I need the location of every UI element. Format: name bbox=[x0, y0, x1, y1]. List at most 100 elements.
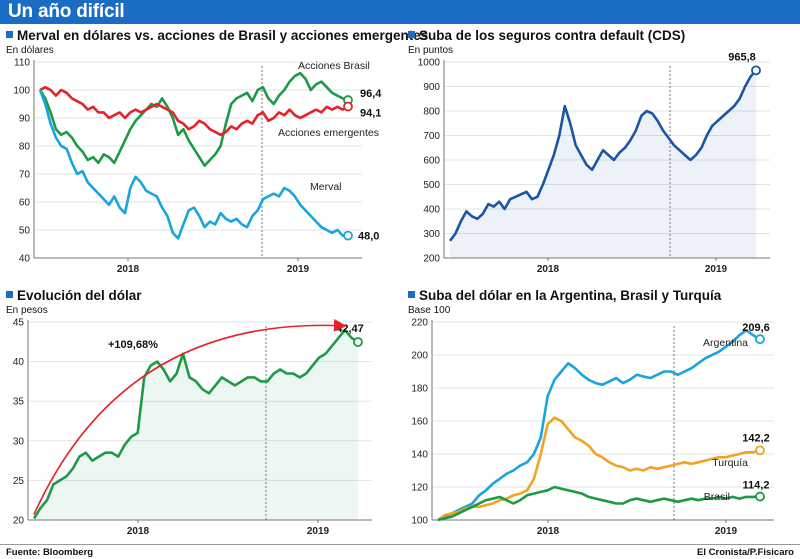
series-line-dolar bbox=[32, 328, 359, 520]
x-tick-label: 2018 bbox=[127, 526, 150, 537]
panel-title: Merval en dólares vs. acciones de Brasil… bbox=[6, 28, 428, 43]
growth-arrow bbox=[33, 319, 347, 515]
end-value-label: 42,47 bbox=[336, 323, 364, 335]
y-tick-label: 500 bbox=[423, 180, 440, 191]
end-point-dolar bbox=[353, 337, 363, 347]
panel-title-text: Evolución del dólar bbox=[17, 288, 142, 303]
y-tick-label: 110 bbox=[14, 58, 30, 69]
y-tick-label: 90 bbox=[19, 114, 31, 125]
series-area-cds bbox=[450, 70, 756, 259]
panel-unit: En dólares bbox=[6, 45, 54, 56]
y-tick-label: 45 bbox=[13, 318, 25, 329]
panel-unit: En puntos bbox=[408, 45, 454, 56]
annotation-label: +109,68% bbox=[108, 339, 158, 351]
y-tick-label: 35 bbox=[13, 397, 25, 408]
panel-merval: Merval en dólares vs. acciones de Brasil… bbox=[6, 28, 428, 280]
series-label: Acciones emergentes bbox=[278, 127, 379, 139]
y-tick-label: 900 bbox=[423, 82, 440, 93]
series-line-merval bbox=[38, 89, 348, 240]
series-label: Argentina bbox=[703, 337, 748, 349]
header-banner: Un año difícil bbox=[0, 0, 800, 24]
panel-title: Suba de los seguros contra default (CDS) bbox=[408, 28, 685, 43]
y-tick-label: 200 bbox=[411, 351, 428, 362]
y-tick-label: 70 bbox=[19, 170, 31, 181]
y-tick-label: 180 bbox=[411, 384, 428, 395]
end-point-acciones-emergentes bbox=[343, 101, 353, 112]
series-label: Turquía bbox=[712, 457, 748, 469]
series-line-brasil bbox=[437, 485, 761, 522]
panel-dolar: Evolución del dólar En pesos 20 25 30 35 40 4… bbox=[6, 288, 396, 540]
series-label: Merval bbox=[310, 181, 342, 193]
y-tick-label: 800 bbox=[423, 107, 440, 118]
x-tick-label: 2018 bbox=[537, 264, 560, 275]
y-tick-label: 20 bbox=[13, 516, 25, 527]
panel-dolar-paises: Suba del dólar en la Argentina, Brasil y… bbox=[408, 288, 798, 540]
y-tick-label: 1000 bbox=[418, 58, 441, 69]
square-bullet-icon bbox=[6, 31, 13, 38]
square-bullet-icon bbox=[408, 291, 415, 298]
y-tick-label: 100 bbox=[411, 516, 428, 527]
y-tick-label: 25 bbox=[13, 476, 25, 487]
panel-unit: En pesos bbox=[6, 305, 48, 316]
y-tick-label: 200 bbox=[423, 254, 440, 265]
end-point-brasil bbox=[755, 491, 765, 502]
page-title: Un año difícil bbox=[8, 1, 125, 22]
end-value-label: 965,8 bbox=[728, 51, 756, 63]
y-tick-label: 40 bbox=[19, 254, 31, 265]
panel-title-text: Suba del dólar en la Argentina, Brasil y… bbox=[419, 288, 722, 303]
y-tick-label: 30 bbox=[13, 436, 25, 447]
chart-svg: 100 120 140 160 180 200 220 2018 2019 209,6 Argent… bbox=[411, 318, 774, 537]
y-tick-label: 120 bbox=[411, 483, 428, 494]
x-tick-label: 2019 bbox=[287, 264, 310, 275]
y-tick-label: 600 bbox=[423, 156, 440, 167]
panel-title: Suba del dólar en la Argentina, Brasil y… bbox=[408, 288, 721, 303]
series-line-argentina bbox=[437, 329, 761, 522]
y-tick-label: 50 bbox=[19, 226, 31, 237]
chart-svg: 20 25 30 35 40 45 2018 2019 42,47 +109,68% bbox=[13, 318, 372, 537]
end-point-merval bbox=[343, 230, 353, 241]
series-label: Acciones Brasil bbox=[298, 60, 370, 72]
panel-title-text: Suba de los seguros contra default (CDS) bbox=[419, 28, 686, 43]
series-line-acciones-brasil bbox=[38, 71, 349, 167]
y-tick-label: 220 bbox=[411, 318, 428, 329]
end-value-label: 114,2 bbox=[743, 480, 770, 492]
y-tick-label: 140 bbox=[411, 450, 428, 461]
series-label: Brasil bbox=[704, 491, 730, 503]
y-tick-label: 100 bbox=[13, 86, 30, 97]
series-line-acciones-emergentes bbox=[39, 85, 349, 137]
square-bullet-icon bbox=[408, 31, 415, 38]
series-area-dolar bbox=[34, 329, 358, 520]
y-tick-label: 160 bbox=[411, 417, 428, 428]
panel-cds: Suba de los seguros contra default (CDS)… bbox=[408, 28, 798, 280]
end-point-argentina bbox=[755, 334, 765, 345]
source-note: Fuente: Bloomberg bbox=[6, 547, 94, 558]
end-value-label: 96,4 bbox=[360, 88, 382, 100]
panel-title-text: Merval en dólares vs. acciones de Brasil… bbox=[17, 28, 429, 43]
chart-svg: 200 300 400 500 600 700 800 900 1000 2018 2019 965,… bbox=[418, 51, 770, 275]
end-value-label: 94,1 bbox=[360, 108, 381, 120]
footer: Fuente: Bloomberg El Cronista/P.Fisicaro bbox=[0, 544, 800, 559]
y-tick-label: 400 bbox=[423, 205, 440, 216]
square-bullet-icon bbox=[6, 291, 13, 298]
end-value-label: 142,2 bbox=[742, 432, 770, 444]
chart-svg: 40 50 60 70 80 90 100 110 2018 2019 96,4 Acciones B… bbox=[13, 58, 382, 276]
end-value-label: 48,0 bbox=[358, 231, 379, 243]
series-line-turquia bbox=[437, 416, 761, 522]
y-tick-label: 700 bbox=[423, 131, 440, 142]
end-point-cds bbox=[751, 65, 761, 76]
panel-title: Evolución del dólar bbox=[6, 288, 142, 303]
y-tick-label: 80 bbox=[19, 142, 31, 153]
x-tick-label: 2019 bbox=[705, 264, 728, 275]
panel-unit: Base 100 bbox=[408, 305, 451, 316]
x-tick-label: 2018 bbox=[117, 264, 140, 275]
x-tick-label: 2019 bbox=[307, 526, 330, 537]
x-tick-label: 2018 bbox=[537, 526, 560, 537]
y-tick-label: 60 bbox=[19, 198, 31, 209]
end-value-label: 209,6 bbox=[742, 322, 770, 334]
series-line-cds bbox=[448, 69, 757, 242]
credit-note: El Cronista/P.Fisicaro bbox=[697, 547, 794, 558]
y-tick-label: 300 bbox=[423, 229, 440, 240]
y-tick-label: 40 bbox=[13, 357, 25, 368]
x-tick-label: 2019 bbox=[715, 526, 738, 537]
end-point-turquia bbox=[755, 445, 765, 456]
